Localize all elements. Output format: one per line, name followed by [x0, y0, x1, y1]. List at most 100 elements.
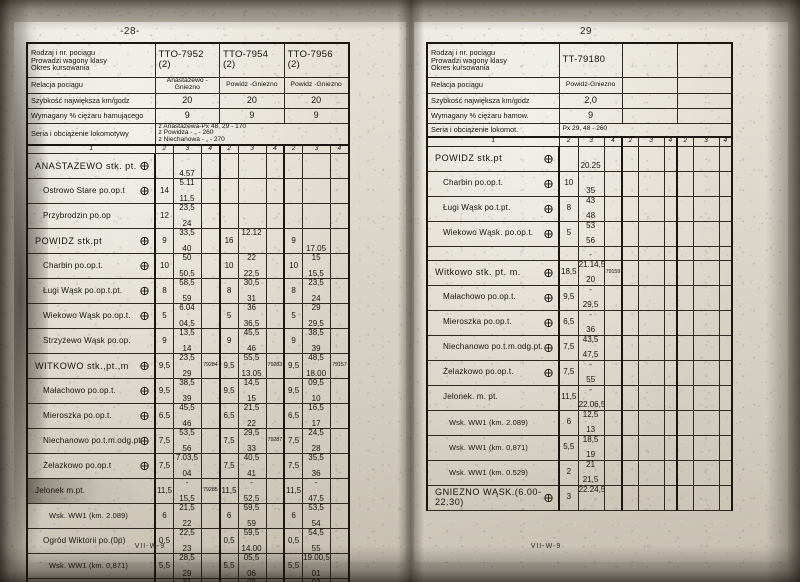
- right-loco-series-values: Px 29, 48 - 260: [558, 122, 734, 138]
- left-header-trainkind-row: Rodzaj i nr. pociągu Prowadzi wagony klas…: [26, 42, 350, 78]
- note-cell: [718, 334, 734, 361]
- time-cell: [637, 309, 665, 336]
- departure-time: 39: [182, 394, 192, 403]
- arrival-time: 59,5: [243, 528, 260, 538]
- distance-cell: 2: [283, 578, 304, 582]
- distance-cell: 6,5: [218, 403, 239, 430]
- distance-cell: 9,5: [153, 353, 174, 380]
- time-cell: 29,5 33: [237, 428, 267, 455]
- distance-cell: 5: [557, 220, 579, 247]
- time-cell: 48,5 18.00: [302, 353, 332, 380]
- right-colhdr-7: 2: [676, 136, 694, 147]
- station-cell: Wsk. WW1 (km.0,529): [26, 578, 156, 582]
- station-cross-icon: [544, 204, 553, 213]
- note-cell: [200, 253, 221, 280]
- right-header-speed-row: Szybkość największa km/godz 2,0: [426, 92, 734, 109]
- departure-time: 18.00: [306, 369, 327, 378]
- station-cell: Charbin po.op.t.: [26, 253, 156, 280]
- distance-cell: [676, 284, 694, 311]
- departure-time: 23: [182, 544, 192, 553]
- distance-cell: [621, 359, 639, 386]
- arrival-time: -: [314, 478, 318, 488]
- station-cell: Małachowo po.op.t.: [26, 378, 156, 405]
- time-cell: [637, 484, 665, 511]
- station-cross-icon: [544, 368, 553, 377]
- left-table-row: Wsk. WW1 (km. 2.089) 6 21,5 22 6 59,5 59 6 53,5 5…: [26, 503, 350, 530]
- right-table-row: POWIDZ stk.pt 20.25: [426, 145, 734, 172]
- arrival-time: 09,5: [308, 378, 324, 388]
- time-cell: 38,5 39: [302, 328, 332, 355]
- left-speed-0: 20: [154, 92, 221, 109]
- departure-time: 35: [586, 186, 596, 196]
- distance-cell: 6,5: [153, 403, 174, 430]
- departure-time: 46: [247, 344, 256, 353]
- note-cell: [718, 434, 734, 461]
- distance-cell: 3: [557, 484, 579, 511]
- station-cross-icon: [544, 493, 553, 502]
- distance-cell: 2: [557, 459, 579, 486]
- note-cell: [663, 359, 678, 386]
- distance-cell: 9: [283, 328, 304, 355]
- departure-time: 41: [247, 469, 256, 478]
- right-speed-1: [621, 92, 678, 109]
- left-brake-0: 9: [154, 107, 221, 124]
- time-cell: [237, 203, 267, 230]
- distance-cell: 5: [283, 303, 304, 330]
- note-cell: 79283: [265, 353, 285, 380]
- arrival-time: -: [589, 359, 592, 369]
- note-cell: [718, 359, 734, 386]
- arrival-time: 23,5: [308, 278, 324, 288]
- time-cell: [692, 220, 720, 247]
- left-header-brake-row: Wymagany % ciężaru hamującego 9 9 9: [26, 107, 350, 124]
- right-header-trainkind-row: Rodzaj i nr. pociągu Prowadzi wagony klas…: [426, 42, 734, 78]
- time-cell: [637, 409, 665, 436]
- note-cell: [265, 378, 285, 405]
- note-cell: [200, 403, 221, 430]
- time-cell: 21.14,5 20: [577, 259, 606, 286]
- distance-cell: 5,5: [557, 434, 579, 461]
- station-name: Niechanowo po.t.m.odg.pt: [43, 436, 141, 446]
- distance-cell: 7,5: [283, 453, 304, 480]
- note-cell: [330, 328, 350, 355]
- departure-time: 56: [586, 236, 596, 246]
- arrival-time: 38,5: [308, 328, 324, 338]
- station-cross-icon: [140, 162, 149, 171]
- time-cell: 0303,5: [302, 578, 332, 582]
- distance-cell: 6: [283, 503, 304, 530]
- right-colhdr-9: 4: [718, 136, 734, 147]
- right-table-row: Wiekowo Wąsk. po.op.t. 5 53 56: [426, 220, 734, 247]
- left-colhdr-7: 2: [283, 144, 304, 155]
- distance-cell: [621, 334, 639, 361]
- departure-time: 29: [182, 369, 192, 378]
- right-brake-1: [621, 107, 678, 124]
- arrival-time: 14,5: [243, 378, 260, 388]
- station-cell: GNIEZNO WĄSK.(6.00-22.30): [426, 484, 560, 511]
- note-cell: [603, 170, 623, 197]
- station-cell: WITKOWO stk.,pt.,m: [26, 353, 156, 380]
- time-cell: [692, 195, 720, 222]
- left-table-row: Strzyżewo Wąsk po.op. 9 13,5 14 9 45,5 46 9 38,5…: [26, 328, 350, 355]
- distance-cell: 9: [283, 228, 304, 255]
- note-cell: [603, 284, 623, 311]
- note-cell: 79159: [603, 259, 623, 286]
- right-table-row: Małachowo po.op.t. 9,5- 29,5: [426, 284, 734, 311]
- departure-time: 56: [182, 444, 192, 453]
- note-cell: [330, 403, 350, 430]
- departure-time: 22.06,5: [578, 400, 606, 410]
- station-cell: Mieroszka po.op.t.: [26, 403, 156, 430]
- departure-time: 28: [311, 444, 321, 453]
- note-cell: [663, 459, 678, 486]
- departure-time: 22,5: [243, 269, 260, 278]
- left-loco-series-values: z Anastazewa-Px 48, 29 - 170 z Powidza - …: [154, 122, 350, 146]
- left-table-row: Małachowo po.op.t. 9,5 38,5 39 9,5 14,5 15 9,5 0…: [26, 378, 350, 405]
- time-cell: [637, 284, 665, 311]
- note-cell: [330, 253, 350, 280]
- distance-cell: [676, 259, 694, 286]
- arrival-time: 21.14,5: [578, 259, 606, 269]
- time-cell: [302, 178, 332, 205]
- note-cell: [265, 153, 285, 180]
- time-cell: [692, 259, 720, 286]
- note-cell: [265, 278, 285, 305]
- note-cell: 79285: [200, 478, 221, 505]
- arrival-time: 7.03,5: [175, 453, 199, 463]
